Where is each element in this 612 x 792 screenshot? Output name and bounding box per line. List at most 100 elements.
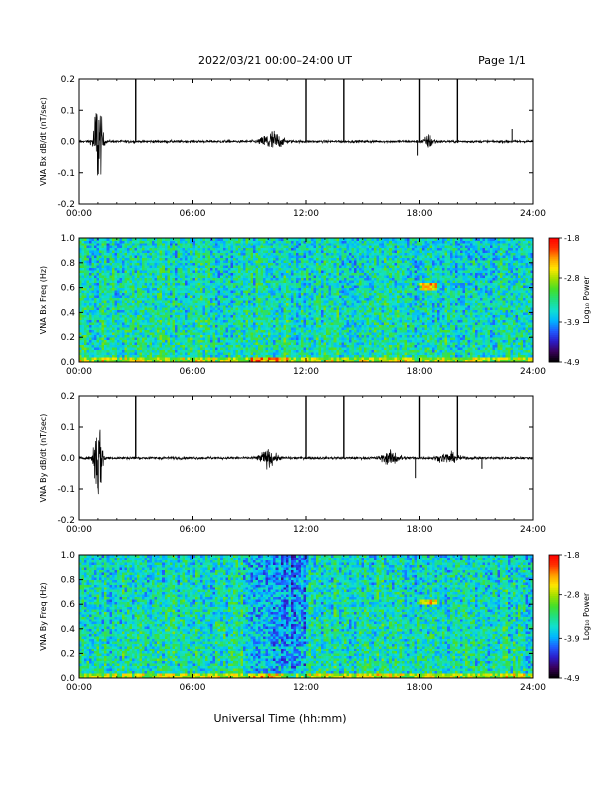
heatmap-cell: [478, 352, 481, 355]
heatmap-cell: [528, 340, 531, 343]
heatmap-cell: [503, 317, 506, 320]
heatmap-cell: [503, 322, 506, 325]
heatmap-cell: [306, 320, 309, 323]
heatmap-cell: [109, 327, 112, 330]
heatmap-cell: [127, 315, 130, 318]
heatmap-cell: [339, 350, 342, 353]
heatmap-cell: [140, 352, 143, 355]
heatmap-cell: [104, 322, 107, 325]
heatmap-cell: [498, 350, 501, 353]
heatmap-cell: [518, 345, 521, 348]
x-tick-label: 12:00: [293, 209, 319, 219]
heatmap-cell: [225, 312, 228, 315]
heatmap-cell: [498, 340, 501, 343]
heatmap-cell: [510, 340, 513, 343]
heatmap-cell: [452, 300, 455, 303]
heatmap-cell: [278, 327, 281, 330]
heatmap-cell: [397, 295, 400, 298]
heatmap-cell: [117, 327, 120, 330]
heatmap-cell: [409, 295, 412, 298]
heatmap-cell: [445, 300, 448, 303]
heatmap-cell: [152, 298, 155, 301]
heatmap-cell: [228, 340, 231, 343]
heatmap-cell: [447, 345, 450, 348]
heatmap-cell: [82, 305, 85, 308]
heatmap-cell: [195, 340, 198, 343]
heatmap-cell: [435, 327, 438, 330]
heatmap-cell: [472, 312, 475, 315]
heatmap-cell: [351, 357, 354, 360]
heatmap-cell: [437, 337, 440, 340]
heatmap-cell: [465, 355, 468, 358]
heatmap-cell: [129, 342, 132, 345]
heatmap-cell: [435, 312, 438, 315]
heatmap-cell: [225, 350, 228, 353]
heatmap-cell: [344, 330, 347, 333]
heatmap-cell: [402, 347, 405, 350]
heatmap-cell: [374, 305, 377, 308]
heatmap-cell: [293, 332, 296, 335]
heatmap-cell: [329, 332, 332, 335]
heatmap-cell: [104, 307, 107, 310]
heatmap-cell: [321, 350, 324, 353]
heatmap-cell: [500, 325, 503, 328]
heatmap-cell: [349, 300, 352, 303]
heatmap-cell: [488, 322, 491, 325]
heatmap-cell: [404, 352, 407, 355]
heatmap-cell: [372, 325, 375, 328]
heatmap-cell: [523, 300, 526, 303]
heatmap-cell: [422, 310, 425, 313]
heatmap-cell: [520, 317, 523, 320]
heatmap-cell: [319, 322, 322, 325]
heatmap-cell: [190, 337, 193, 340]
heatmap-cell: [351, 355, 354, 358]
heatmap-cell: [165, 340, 168, 343]
heatmap-cell: [455, 305, 458, 308]
heatmap-cell: [134, 357, 137, 360]
heatmap-cell: [268, 327, 271, 330]
heatmap-cell: [478, 337, 481, 340]
heatmap-cell: [407, 325, 410, 328]
heatmap-cell: [129, 305, 132, 308]
heatmap-cell: [109, 322, 112, 325]
heatmap-cell: [94, 330, 97, 333]
heatmap-cell: [309, 305, 312, 308]
heatmap-cell: [518, 322, 521, 325]
heatmap-cell: [195, 345, 198, 348]
heatmap-cell: [112, 330, 115, 333]
heatmap-cell: [409, 345, 412, 348]
heatmap-cell: [286, 298, 289, 301]
heatmap-cell: [467, 302, 470, 305]
heatmap-cell: [344, 350, 347, 353]
heatmap-cell: [112, 337, 115, 340]
heatmap-cell: [346, 295, 349, 298]
heatmap-cell: [288, 317, 291, 320]
heatmap-cell: [384, 357, 387, 360]
heatmap-cell: [104, 342, 107, 345]
heatmap-cell: [435, 337, 438, 340]
heatmap-cell: [326, 312, 329, 315]
heatmap-cell: [460, 298, 463, 301]
heatmap-cell: [230, 325, 233, 328]
heatmap-cell: [119, 293, 122, 296]
heatmap-cell: [382, 352, 385, 355]
heatmap-cell: [495, 320, 498, 323]
heatmap-cell: [258, 298, 261, 301]
heatmap-cell: [109, 335, 112, 338]
heatmap-cell: [508, 340, 511, 343]
heatmap-cell: [306, 305, 309, 308]
heatmap-cell: [334, 325, 337, 328]
heatmap-cell: [399, 305, 402, 308]
heatmap-cell: [190, 295, 193, 298]
heatmap-cell: [351, 298, 354, 301]
heatmap-cell: [377, 307, 380, 310]
heatmap-cell: [387, 340, 390, 343]
heatmap-cell: [518, 307, 521, 310]
heatmap-cell: [142, 322, 145, 325]
heatmap-cell: [230, 330, 233, 333]
heatmap-cell: [117, 298, 120, 301]
heatmap-cell: [256, 300, 259, 303]
heatmap-cell: [475, 327, 478, 330]
heatmap-cell: [235, 295, 238, 298]
heatmap-cell: [142, 295, 145, 298]
